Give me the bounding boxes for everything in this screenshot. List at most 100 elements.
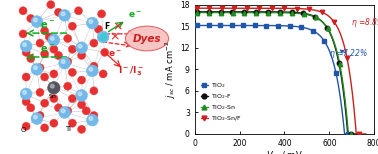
Circle shape — [64, 58, 72, 66]
Circle shape — [78, 44, 82, 48]
Circle shape — [94, 25, 102, 33]
Circle shape — [36, 64, 44, 72]
Circle shape — [78, 92, 82, 96]
Text: $\mathbf{e^-}$: $\mathbf{e^-}$ — [40, 20, 55, 31]
Y-axis label: $j_{sc}$ / mA cm$^{-2}$: $j_{sc}$ / mA cm$^{-2}$ — [164, 41, 178, 98]
Circle shape — [68, 119, 76, 127]
Circle shape — [51, 84, 54, 88]
Circle shape — [31, 113, 43, 124]
Circle shape — [54, 8, 62, 16]
Circle shape — [45, 33, 53, 41]
Circle shape — [20, 88, 32, 100]
Circle shape — [48, 34, 60, 46]
Circle shape — [89, 67, 93, 71]
Circle shape — [99, 70, 107, 78]
Circle shape — [89, 20, 93, 23]
Circle shape — [40, 50, 49, 58]
Text: $\mathbf{e^-}$: $\mathbf{e^-}$ — [108, 49, 122, 59]
Circle shape — [90, 87, 98, 95]
Legend: TiO$_2$, TiO$_2$-F, TiO$_2$-Sn, TiO$_2$-Sn/F: TiO$_2$, TiO$_2$-F, TiO$_2$-Sn, TiO$_2$-… — [200, 80, 242, 124]
Circle shape — [27, 104, 35, 112]
Text: $\times$: $\times$ — [108, 31, 119, 44]
Circle shape — [27, 55, 35, 63]
Circle shape — [61, 12, 65, 16]
Text: Sn: Sn — [48, 94, 56, 99]
Circle shape — [54, 104, 62, 112]
Circle shape — [68, 95, 76, 103]
Circle shape — [19, 7, 27, 15]
Circle shape — [31, 63, 43, 75]
Circle shape — [48, 82, 60, 94]
Circle shape — [40, 27, 49, 35]
Text: Ti: Ti — [65, 126, 71, 132]
Text: Dyes: Dyes — [133, 34, 161, 43]
Circle shape — [101, 48, 109, 56]
Circle shape — [77, 76, 85, 84]
Circle shape — [36, 88, 44, 96]
Circle shape — [22, 98, 30, 106]
Circle shape — [77, 51, 85, 59]
Circle shape — [50, 70, 58, 78]
Text: $\mathbf{e^-}$: $\mathbf{e^-}$ — [40, 44, 55, 55]
Circle shape — [97, 31, 109, 43]
Circle shape — [90, 39, 98, 47]
Circle shape — [36, 39, 44, 47]
Circle shape — [36, 111, 44, 120]
Circle shape — [100, 34, 104, 37]
Circle shape — [20, 40, 32, 52]
Circle shape — [68, 22, 76, 30]
Circle shape — [61, 60, 65, 63]
Circle shape — [51, 84, 54, 88]
Circle shape — [98, 10, 105, 18]
Circle shape — [90, 62, 98, 70]
FancyBboxPatch shape — [19, 0, 172, 154]
Circle shape — [77, 125, 85, 133]
Circle shape — [64, 82, 72, 90]
Circle shape — [87, 65, 98, 77]
Circle shape — [76, 90, 87, 101]
Text: $\times$: $\times$ — [112, 20, 122, 33]
Circle shape — [68, 68, 76, 76]
Circle shape — [99, 33, 107, 41]
Circle shape — [50, 119, 58, 127]
Circle shape — [34, 18, 37, 22]
Circle shape — [54, 51, 62, 59]
Circle shape — [27, 14, 35, 22]
Text: O: O — [21, 128, 26, 133]
Circle shape — [22, 122, 30, 130]
Circle shape — [23, 43, 26, 47]
Circle shape — [68, 45, 76, 53]
Circle shape — [64, 107, 72, 115]
Circle shape — [22, 48, 30, 56]
Circle shape — [87, 17, 98, 29]
Circle shape — [40, 124, 49, 132]
Circle shape — [89, 117, 93, 120]
Text: $\mathbf{I^-/I_3^-}$: $\mathbf{I^-/I_3^-}$ — [118, 65, 144, 78]
Circle shape — [48, 82, 60, 94]
Circle shape — [61, 109, 65, 113]
Circle shape — [51, 37, 54, 40]
Text: F: F — [105, 22, 110, 31]
Circle shape — [59, 10, 71, 21]
Circle shape — [50, 95, 58, 103]
Ellipse shape — [125, 26, 169, 51]
Circle shape — [59, 107, 71, 118]
Text: $\eta$ =7.22%: $\eta$ =7.22% — [329, 47, 368, 60]
Circle shape — [47, 1, 55, 9]
Circle shape — [22, 73, 30, 81]
Circle shape — [31, 16, 43, 27]
Circle shape — [64, 34, 72, 43]
Circle shape — [74, 7, 82, 15]
Circle shape — [23, 91, 26, 94]
Circle shape — [40, 73, 49, 81]
Circle shape — [34, 115, 37, 119]
Circle shape — [59, 57, 71, 69]
Circle shape — [19, 30, 27, 38]
Circle shape — [50, 45, 58, 53]
Circle shape — [90, 111, 98, 120]
Text: $\mathbf{e^-}$: $\mathbf{e^-}$ — [128, 9, 142, 20]
Circle shape — [82, 107, 90, 115]
Circle shape — [77, 101, 85, 109]
Text: $\eta$ =8.89%: $\eta$ =8.89% — [351, 16, 378, 29]
Circle shape — [40, 99, 49, 107]
